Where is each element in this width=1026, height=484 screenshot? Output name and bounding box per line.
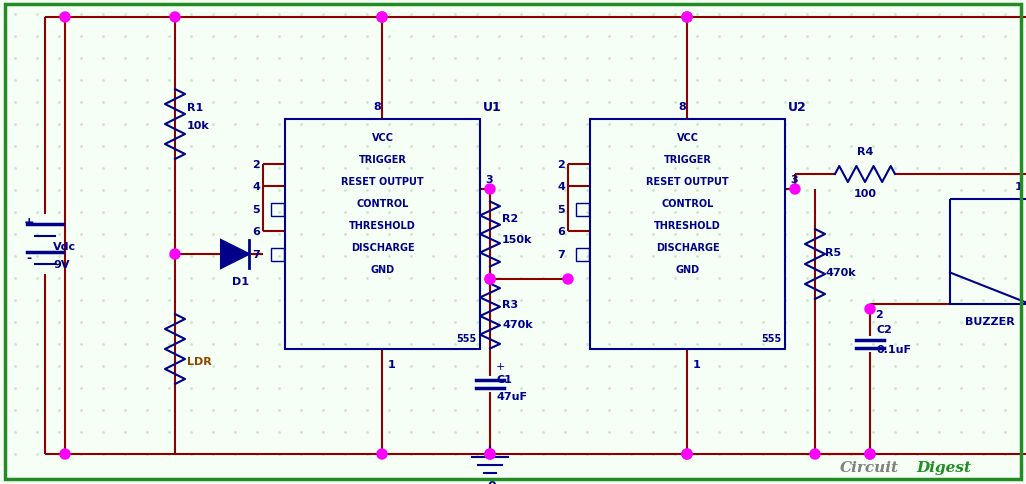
Bar <box>576 203 589 216</box>
Text: +: + <box>24 216 34 229</box>
Circle shape <box>790 184 800 195</box>
Circle shape <box>377 449 387 459</box>
Text: THRESHOLD: THRESHOLD <box>349 221 416 230</box>
Text: 6: 6 <box>557 227 565 237</box>
Text: U2: U2 <box>788 101 806 114</box>
Text: 470k: 470k <box>502 319 532 329</box>
Bar <box>590 120 785 349</box>
Text: CONTROL: CONTROL <box>662 198 714 209</box>
Circle shape <box>377 13 387 23</box>
Text: R1: R1 <box>187 103 203 113</box>
Text: 1: 1 <box>388 359 396 369</box>
Text: 2: 2 <box>875 309 882 319</box>
Text: VCC: VCC <box>371 133 394 143</box>
Circle shape <box>485 449 495 459</box>
Circle shape <box>865 449 875 459</box>
Circle shape <box>377 13 387 23</box>
Text: D1: D1 <box>232 276 248 287</box>
Bar <box>271 203 284 216</box>
Circle shape <box>60 13 70 23</box>
Text: GND: GND <box>675 264 700 274</box>
Bar <box>950 199 1026 304</box>
Text: R4: R4 <box>857 147 873 157</box>
Text: 470k: 470k <box>825 268 856 277</box>
Text: U1: U1 <box>483 101 502 114</box>
Text: 555: 555 <box>456 333 476 343</box>
Bar <box>576 248 589 261</box>
Text: VCC: VCC <box>676 133 699 143</box>
Circle shape <box>682 13 692 23</box>
Text: RESET OUTPUT: RESET OUTPUT <box>342 177 424 187</box>
Text: LDR: LDR <box>187 356 211 366</box>
Bar <box>271 248 284 261</box>
Text: 7: 7 <box>557 249 565 259</box>
Text: DISCHARGE: DISCHARGE <box>351 242 415 253</box>
Text: R2: R2 <box>502 213 518 224</box>
Circle shape <box>485 449 495 459</box>
Circle shape <box>485 184 495 195</box>
Text: 4: 4 <box>252 182 260 192</box>
Text: Vdc: Vdc <box>53 242 76 252</box>
Text: 9V: 9V <box>53 259 70 270</box>
Circle shape <box>865 304 875 314</box>
Text: 3: 3 <box>790 175 797 184</box>
Text: 8: 8 <box>678 102 685 112</box>
Text: Circuit: Circuit <box>840 460 899 474</box>
Circle shape <box>170 249 180 259</box>
Text: 47uF: 47uF <box>496 391 527 401</box>
Text: TRIGGER: TRIGGER <box>358 155 406 165</box>
Circle shape <box>485 274 495 285</box>
Circle shape <box>60 449 70 459</box>
Text: 8: 8 <box>373 102 381 112</box>
Text: 0: 0 <box>487 479 497 484</box>
Text: C1: C1 <box>496 374 512 384</box>
Circle shape <box>563 274 573 285</box>
Text: 1: 1 <box>693 359 701 369</box>
Text: CONTROL: CONTROL <box>356 198 408 209</box>
Text: 555: 555 <box>760 333 781 343</box>
Text: 5: 5 <box>557 205 565 214</box>
Circle shape <box>865 449 875 459</box>
Text: -: - <box>27 252 32 265</box>
Circle shape <box>170 13 180 23</box>
Circle shape <box>682 449 692 459</box>
Text: 4: 4 <box>557 182 565 192</box>
Text: 3: 3 <box>485 175 492 184</box>
Text: THRESHOLD: THRESHOLD <box>655 221 721 230</box>
Text: 10k: 10k <box>187 121 209 131</box>
Text: RESET OUTPUT: RESET OUTPUT <box>646 177 728 187</box>
Text: GND: GND <box>370 264 395 274</box>
Polygon shape <box>221 241 249 269</box>
Text: R3: R3 <box>502 300 518 309</box>
Text: 0.1uF: 0.1uF <box>876 344 911 354</box>
Text: 5: 5 <box>252 205 260 214</box>
Circle shape <box>810 449 820 459</box>
Text: 2: 2 <box>557 160 565 170</box>
Text: 100: 100 <box>854 189 876 198</box>
Text: +: + <box>496 361 506 371</box>
Text: 7: 7 <box>252 249 260 259</box>
Text: TRIGGER: TRIGGER <box>664 155 711 165</box>
Circle shape <box>485 274 495 285</box>
Circle shape <box>682 13 692 23</box>
Text: C2: C2 <box>876 324 892 334</box>
Text: 6: 6 <box>252 227 260 237</box>
Bar <box>285 120 480 349</box>
Text: R5: R5 <box>825 247 841 257</box>
Text: Digest: Digest <box>916 460 971 474</box>
Text: 150k: 150k <box>502 235 532 244</box>
Text: BUZZER: BUZZER <box>965 317 1015 326</box>
Text: 1: 1 <box>1015 182 1022 192</box>
Text: DISCHARGE: DISCHARGE <box>656 242 719 253</box>
Text: 2: 2 <box>252 160 260 170</box>
Circle shape <box>682 449 692 459</box>
